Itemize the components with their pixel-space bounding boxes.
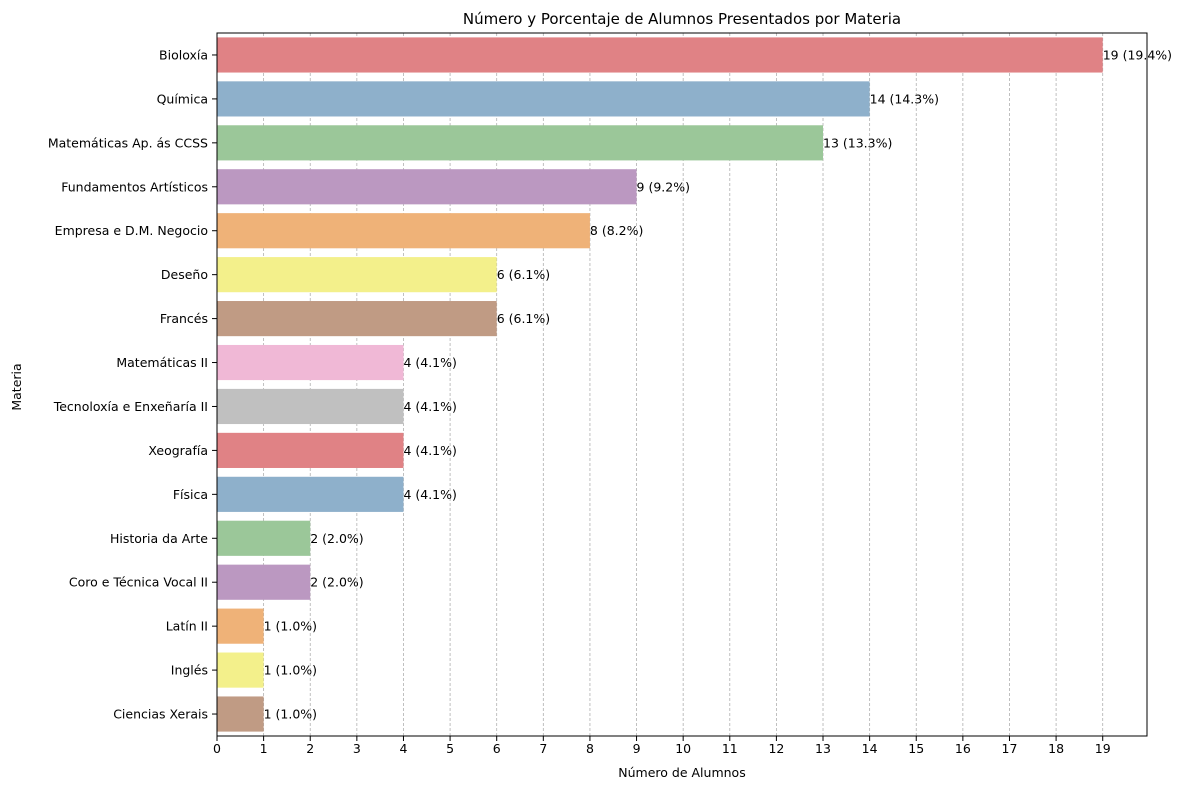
x-tick-label: 11 <box>722 741 738 756</box>
value-labels: 19 (19.4%) 14 (14.3%) 13 (13.3%) 9 (9.2%) 8 … <box>264 47 1172 721</box>
data-label: 8 (8.2%) <box>590 223 643 238</box>
y-tick-label: Inglés <box>171 663 208 678</box>
x-axis: 0 1 2 3 4 5 6 7 8 9 10 11 12 13 14 15 16 17 18 19 <box>213 736 1111 756</box>
x-tick-label: 16 <box>955 741 971 756</box>
x-tick-label: 10 <box>675 741 691 756</box>
bar <box>217 652 264 688</box>
data-label: 9 (9.2%) <box>637 179 690 194</box>
x-tick-label: 5 <box>446 741 454 756</box>
bar <box>217 608 264 644</box>
x-tick-label: 18 <box>1048 741 1064 756</box>
data-label: 1 (1.0%) <box>264 707 317 722</box>
data-label: 4 (4.1%) <box>403 443 456 458</box>
y-tick-label: Deseño <box>161 267 208 282</box>
x-axis-label: Número de Alumnos <box>618 765 745 780</box>
y-tick-label: Tecnoloxía e Enxeñaría II <box>53 399 208 414</box>
bar <box>217 257 497 293</box>
data-label: 1 (1.0%) <box>264 663 317 678</box>
bar <box>217 37 1103 73</box>
x-tick-label: 14 <box>862 741 878 756</box>
x-tick-label: 3 <box>353 741 361 756</box>
bar <box>217 476 404 512</box>
data-label: 14 (14.3%) <box>870 91 939 106</box>
bar <box>217 344 404 381</box>
y-tick-label: Latín II <box>166 619 208 634</box>
bar <box>217 564 311 600</box>
bar <box>217 213 590 249</box>
y-tick-label: Física <box>173 487 208 502</box>
x-tick-label: 12 <box>768 741 784 756</box>
x-tick-label: 6 <box>493 741 501 756</box>
y-tick-label: Historia da Arte <box>110 531 208 546</box>
y-tick-label: Coro e Técnica Vocal II <box>69 575 208 590</box>
x-tick-label: 4 <box>399 741 407 756</box>
data-label: 13 (13.3%) <box>823 135 892 150</box>
y-tick-label: Francés <box>160 311 208 326</box>
y-tick-label: Fundamentos Artísticos <box>61 179 208 194</box>
y-tick-label: Empresa e D.M. Negocio <box>55 223 208 238</box>
bar <box>217 520 311 556</box>
x-tick-label: 13 <box>815 741 831 756</box>
x-tick-label: 8 <box>586 741 594 756</box>
y-tick-label: Química <box>157 91 208 106</box>
data-label: 1 (1.0%) <box>264 619 317 634</box>
data-label: 4 (4.1%) <box>403 355 456 370</box>
bar <box>217 696 264 732</box>
bar <box>217 432 404 468</box>
x-tick-label: 19 <box>1095 741 1111 756</box>
plot-frame <box>216 32 1148 737</box>
data-label: 4 (4.1%) <box>403 487 456 502</box>
bar <box>217 81 870 117</box>
data-label: 4 (4.1%) <box>403 399 456 414</box>
x-tick-label: 7 <box>539 741 547 756</box>
bar <box>217 388 404 425</box>
x-tick-label: 0 <box>213 741 221 756</box>
bar <box>217 301 497 337</box>
data-label: 2 (2.0%) <box>310 575 363 590</box>
data-label: 2 (2.0%) <box>310 531 363 546</box>
y-tick-label: Matemáticas Ap. ás CCSS <box>48 135 208 150</box>
y-tick-label: Xeografía <box>148 443 208 458</box>
bar <box>217 169 637 205</box>
y-axis: Bioloxía Química Matemáticas Ap. ás CCSS Fu… <box>48 47 217 722</box>
data-label: 6 (6.1%) <box>497 311 550 326</box>
chart-title: Número y Porcentaje de Alumnos Presentad… <box>463 10 901 28</box>
data-label: 19 (19.4%) <box>1103 47 1172 62</box>
y-tick-label: Bioloxía <box>159 47 208 62</box>
y-tick-label: Ciencias Xerais <box>113 707 208 722</box>
y-axis-label: Materia <box>9 363 24 410</box>
y-tick-label: Matemáticas II <box>116 355 208 370</box>
x-tick-label: 15 <box>908 741 924 756</box>
data-label: 6 (6.1%) <box>497 267 550 282</box>
x-tick-label: 2 <box>306 741 314 756</box>
x-tick-label: 1 <box>260 741 268 756</box>
x-tick-label: 17 <box>1002 741 1018 756</box>
bars <box>217 37 1103 732</box>
x-tick-label: 9 <box>633 741 641 756</box>
bar <box>217 125 824 161</box>
